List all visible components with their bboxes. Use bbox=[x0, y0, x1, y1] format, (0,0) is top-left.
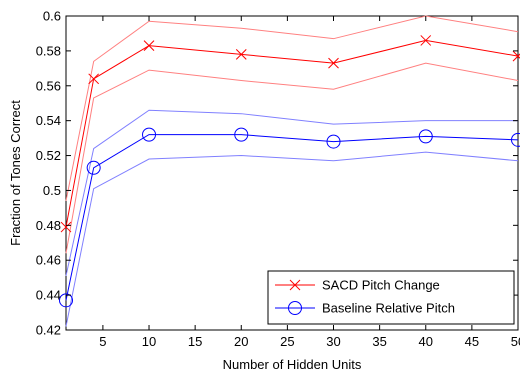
x-tick-label: 10 bbox=[142, 334, 156, 349]
sacd-point bbox=[88, 73, 100, 85]
baseline-upper-band bbox=[65, 109, 518, 277]
y-axis-ticks: 0.42 0.44 0.46 0.48 0.5 0.52 0.54 0.56 0.58 0.6 bbox=[36, 9, 518, 338]
y-tick-label: 0.48 bbox=[36, 218, 61, 233]
legend-label: SACD Pitch Change bbox=[322, 278, 440, 293]
sacd-lower-band bbox=[65, 62, 519, 254]
sacd-point bbox=[328, 57, 339, 69]
x-tick-label: 25 bbox=[280, 334, 294, 349]
x-axis-label: Number of Hidden Units bbox=[223, 357, 362, 372]
sacd-point bbox=[235, 49, 247, 60]
y-tick-label: 0.54 bbox=[36, 113, 61, 128]
legend-label: Baseline Relative Pitch bbox=[322, 301, 455, 316]
x-axis-ticks: 5 10 15 20 25 30 35 40 45 50 bbox=[99, 16, 520, 349]
legend-item-baseline: Baseline Relative Pitch bbox=[275, 301, 455, 316]
legend-item-sacd: SACD Pitch Change bbox=[275, 278, 440, 293]
y-tick-label: 0.6 bbox=[43, 9, 61, 24]
x-tick-label: 40 bbox=[419, 334, 433, 349]
baseline-point bbox=[234, 127, 249, 142]
x-tick-label: 20 bbox=[234, 334, 248, 349]
baseline-lower-band bbox=[65, 151, 519, 327]
x-tick-label: 50 bbox=[511, 334, 520, 349]
legend: SACD Pitch Change Baseline Relative Pitch bbox=[267, 270, 515, 325]
sacd-point bbox=[143, 40, 155, 52]
x-tick-label: 5 bbox=[99, 334, 106, 349]
legend-box bbox=[267, 270, 515, 325]
y-axis-label: Fraction of Tones Correct bbox=[8, 100, 23, 246]
sacd-point bbox=[512, 50, 520, 62]
y-tick-label: 0.52 bbox=[36, 148, 61, 163]
baseline-point bbox=[86, 160, 101, 175]
x-tick-label: 30 bbox=[326, 334, 340, 349]
series-markers bbox=[59, 35, 520, 308]
x-tick-label: 15 bbox=[188, 334, 202, 349]
baseline-point bbox=[511, 132, 520, 147]
y-tick-label: 0.46 bbox=[36, 253, 61, 268]
sacd-point bbox=[420, 35, 432, 46]
sacd-point bbox=[60, 221, 72, 233]
baseline-point bbox=[142, 127, 157, 142]
x-tick-label: 35 bbox=[372, 334, 386, 349]
y-tick-label: 0.58 bbox=[36, 43, 61, 58]
y-tick-label: 0.44 bbox=[36, 288, 61, 303]
y-tick-label: 0.42 bbox=[36, 323, 61, 338]
y-tick-label: 0.5 bbox=[43, 183, 61, 198]
baseline-line bbox=[65, 134, 519, 301]
baseline-point bbox=[418, 129, 433, 144]
baseline-point bbox=[326, 134, 341, 149]
x-tick-label: 45 bbox=[465, 334, 479, 349]
baseline-point bbox=[59, 293, 73, 308]
y-tick-label: 0.56 bbox=[36, 78, 61, 93]
